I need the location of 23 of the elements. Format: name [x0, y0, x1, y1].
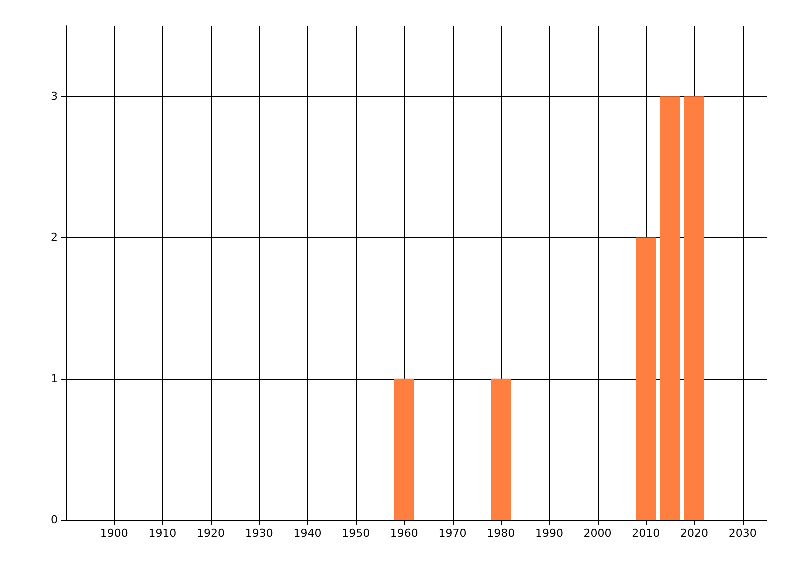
y-tick-label: 0 — [51, 514, 58, 526]
x-tick-label: 1980 — [487, 527, 516, 540]
x-tick-label: 1940 — [294, 527, 322, 540]
bar — [491, 378, 512, 520]
y-tick-label: 2 — [51, 231, 58, 244]
x-tick-label: 1970 — [438, 527, 467, 540]
x-tick-label: 2010 — [632, 527, 660, 540]
x-tick-label: 1950 — [342, 527, 370, 540]
y-tick-label: 3 — [51, 90, 58, 104]
bar — [684, 96, 704, 520]
x-tick-label: 1920 — [197, 527, 226, 540]
x-tick-label: 1960 — [390, 527, 418, 540]
x-tick-label: 2020 — [680, 527, 708, 540]
bar — [636, 238, 656, 520]
x-tick-label: 1910 — [148, 527, 177, 540]
x-tick-label: 2030 — [728, 527, 757, 540]
bar — [394, 378, 414, 520]
bar — [660, 96, 680, 520]
x-tick-label: 2000 — [584, 527, 612, 540]
y-tick-label: 1 — [51, 372, 58, 386]
x-tick-label: 1930 — [245, 527, 274, 540]
x-tick-label: 1990 — [535, 527, 564, 540]
x-tick-label: 1900 — [100, 527, 128, 540]
